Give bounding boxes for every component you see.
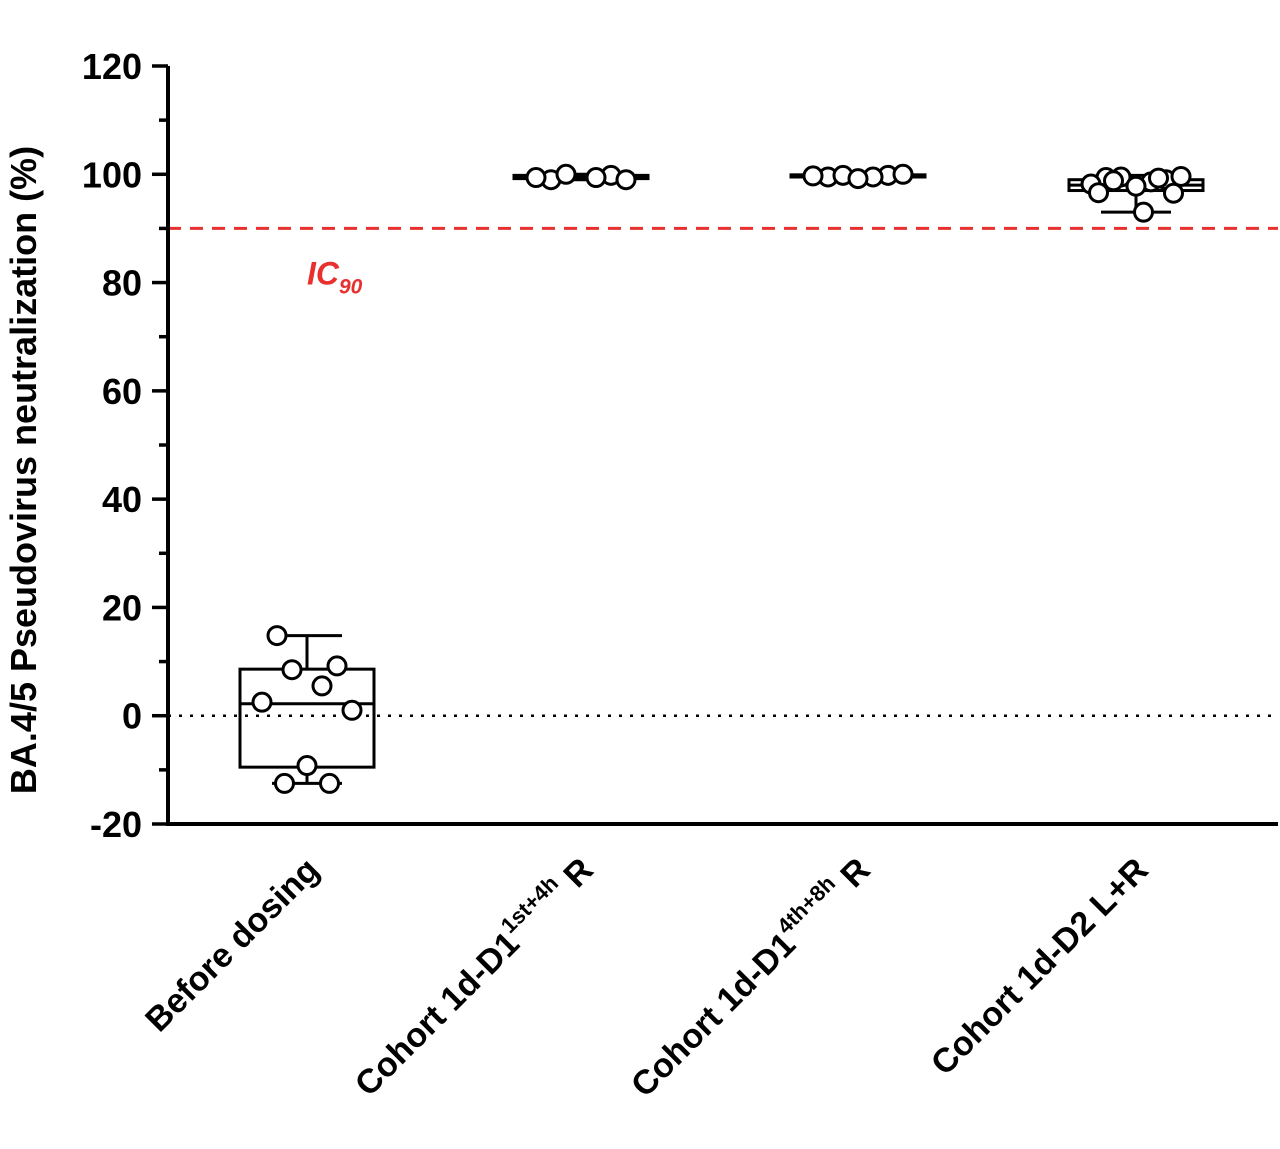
data-point — [296, 755, 318, 777]
category-label-main: Cohort 1d-D1 — [348, 925, 527, 1104]
data-point — [1148, 167, 1169, 189]
data-point — [615, 169, 637, 191]
data-point — [326, 655, 348, 677]
data-point — [266, 625, 288, 647]
data-point — [251, 691, 273, 713]
category-label: Before dosing — [138, 851, 326, 1039]
category-label: Cohort 1d-D14th+8h R — [620, 847, 878, 1105]
y-tick-label: 60 — [102, 371, 142, 412]
data-point — [311, 675, 333, 697]
data-point — [1133, 201, 1154, 223]
y-tick-label: 100 — [82, 154, 142, 195]
category-label: Cohort 1d-D2 L+R — [924, 851, 1156, 1083]
data-point — [1170, 165, 1192, 187]
y-tick-label: 40 — [102, 479, 142, 520]
data-point — [281, 659, 303, 681]
data-point — [1163, 182, 1184, 204]
y-tick-label: 80 — [102, 263, 142, 304]
y-tick-label: 120 — [82, 46, 142, 87]
data-point — [341, 699, 363, 721]
data-point — [802, 165, 824, 187]
data-point — [555, 163, 577, 185]
y-tick-label: -20 — [90, 804, 142, 845]
data-point — [1125, 175, 1147, 197]
data-point — [274, 772, 295, 794]
data-point — [525, 167, 547, 189]
category-label: Cohort 1d-D11st+4h R — [344, 847, 601, 1104]
category-label-main: Cohort 1d-D2 L+R — [924, 851, 1156, 1083]
axes: -20 0 20 40 60 80 100 120 — [82, 46, 1278, 845]
category-label-main: Before dosing — [138, 851, 326, 1039]
data-points — [251, 163, 1192, 794]
reference-lines: IC90 — [168, 226, 1278, 717]
category-label-sup: 1st+4h — [496, 871, 563, 938]
y-tick-label: 0 — [122, 696, 142, 737]
data-point — [1103, 170, 1124, 192]
category-label-suffix: R — [550, 851, 601, 902]
category-labels: Before dosing Cohort 1d-D11st+4h RCohort … — [138, 847, 1156, 1105]
data-point — [847, 168, 869, 190]
data-point — [585, 167, 607, 189]
data-point — [1088, 182, 1109, 204]
boxes — [238, 172, 1205, 785]
data-point — [892, 163, 914, 185]
reference-line-label: IC90 — [307, 255, 363, 298]
category-label-suffix: R — [827, 851, 878, 902]
reference-line-label-sub: 90 — [339, 275, 363, 298]
category-label-sup: 4th+8h — [772, 871, 840, 939]
category-label-main: Cohort 1d-D1 — [624, 925, 803, 1104]
reference-line-label-main: IC — [307, 255, 340, 291]
y-axis-label: BA.4/5 Pseudovirus neutralization (%) — [3, 146, 44, 794]
data-point — [319, 772, 340, 794]
y-tick-label: 20 — [102, 587, 142, 628]
